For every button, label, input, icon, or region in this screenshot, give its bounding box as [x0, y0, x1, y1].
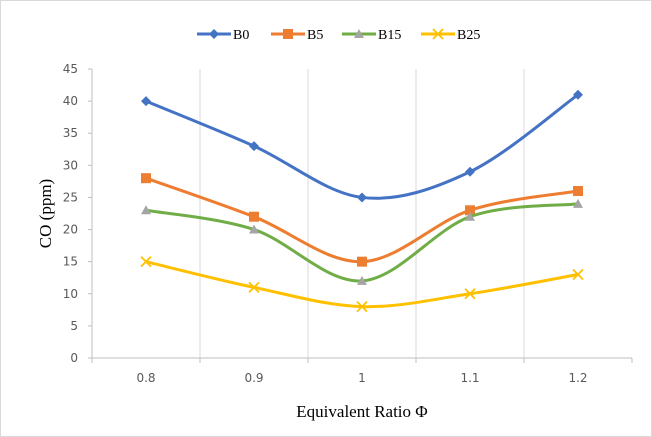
data-point — [464, 288, 476, 300]
legend-item-b0: B0 — [197, 28, 249, 43]
series-lines — [140, 89, 584, 313]
y-axis-title: CO (ppm) — [36, 179, 55, 248]
legend-label: B0 — [233, 28, 249, 43]
y-tick-label: 40 — [63, 94, 78, 108]
legend-marker — [432, 28, 444, 40]
data-point — [573, 89, 583, 100]
x-tick-label: 1 — [358, 371, 366, 385]
data-point — [572, 268, 584, 281]
legend-marker — [209, 29, 219, 39]
data-point — [465, 166, 475, 177]
legend: B0 B5 B15 B25 — [197, 28, 480, 43]
x-tick-label: 1.2 — [568, 371, 587, 385]
y-tick-label: 10 — [63, 287, 78, 301]
series-b25 — [140, 256, 584, 313]
data-point — [357, 192, 367, 203]
data-point — [249, 211, 259, 222]
data-point — [141, 173, 151, 184]
data-point — [248, 281, 260, 293]
axes: 0 5 10 15 20 25 30 35 40 45 0.8 0.9 1 1.1 1.2 — [63, 62, 633, 385]
data-point — [249, 224, 259, 234]
data-point — [141, 205, 151, 215]
data-point — [357, 275, 367, 285]
series-line — [144, 202, 580, 283]
data-point — [249, 141, 259, 152]
series-b15 — [141, 198, 583, 285]
data-point — [356, 300, 368, 313]
y-tick-label: 15 — [63, 255, 78, 269]
series-line — [144, 93, 580, 200]
series-b0 — [141, 89, 583, 203]
x-tick-label: 0.8 — [136, 371, 155, 385]
data-point — [357, 256, 367, 267]
y-tick-label: 20 — [63, 223, 78, 237]
legend-marker — [283, 29, 293, 39]
x-axis-title: Equivalent Ratio Φ — [296, 402, 427, 421]
legend-label: B5 — [307, 28, 323, 43]
data-point — [465, 205, 475, 216]
x-tick-label: 1.1 — [460, 371, 479, 385]
legend-label: B15 — [378, 28, 401, 43]
legend-item-b5: B5 — [271, 28, 323, 43]
data-point — [465, 211, 475, 221]
y-tick-label: 30 — [63, 158, 78, 172]
legend-label: B25 — [457, 28, 480, 43]
data-point — [140, 256, 152, 268]
y-tick-label: 45 — [63, 62, 78, 76]
legend-item-b25: B25 — [421, 28, 480, 43]
y-tick-label: 5 — [70, 319, 78, 333]
legend-marker — [354, 29, 364, 38]
y-tick-label: 0 — [70, 351, 78, 365]
data-point — [573, 198, 583, 208]
grid-lines — [199, 69, 525, 358]
data-point — [141, 96, 151, 107]
legend-item-b15: B15 — [342, 28, 401, 43]
y-tick-label: 25 — [63, 190, 78, 204]
y-tick-label: 35 — [63, 126, 78, 140]
data-point — [573, 186, 583, 197]
x-tick-label: 0.9 — [244, 371, 263, 385]
series-b5 — [141, 173, 583, 267]
